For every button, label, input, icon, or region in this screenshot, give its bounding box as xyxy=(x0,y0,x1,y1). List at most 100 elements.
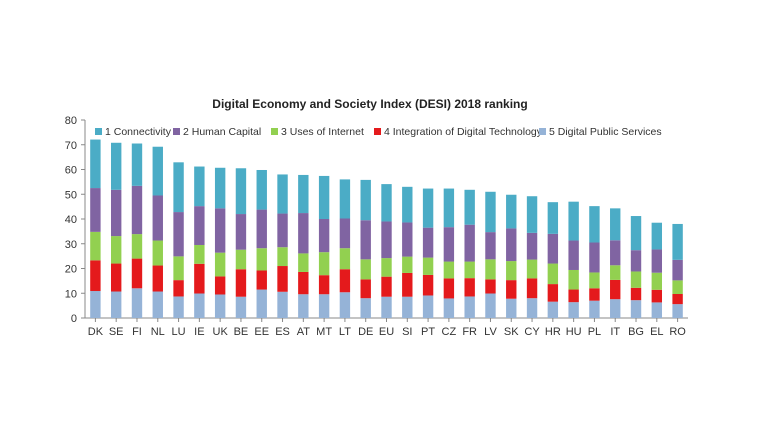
bar-segment-pt-s2 xyxy=(422,274,434,296)
bar-segment-pt-s5 xyxy=(422,188,434,228)
bar-segment-pl-s5 xyxy=(589,206,600,243)
bar-segment-lt-s1 xyxy=(339,292,351,318)
bar-segment-hr-s2 xyxy=(547,284,559,302)
bar-segment-cy-s2 xyxy=(526,278,538,299)
bar-segment-si-s4 xyxy=(402,222,413,257)
bar-segment-eu-s2 xyxy=(381,276,392,297)
bar-segment-lv-s5 xyxy=(485,191,496,233)
bar-segment-dk-s3 xyxy=(90,231,101,261)
bar-segment-mt-s1 xyxy=(318,294,330,318)
bar-segment-si-s1 xyxy=(402,296,413,318)
bar-segment-es-s3 xyxy=(277,247,288,267)
x-tick-label-lt: LT xyxy=(339,326,351,338)
bar-segment-bg-s4 xyxy=(630,250,642,272)
bar-segment-hr-s4 xyxy=(547,233,559,264)
bar-segment-at-s3 xyxy=(298,253,309,272)
legend-swatch-4 xyxy=(374,128,381,135)
bar-segment-nl-s4 xyxy=(152,195,163,241)
x-tick-label-cz: CZ xyxy=(442,326,457,338)
bar-segment-pl-s1 xyxy=(589,300,600,318)
bar-segment-hu-s4 xyxy=(568,240,579,270)
bar-segment-dk-s5 xyxy=(90,139,101,189)
bar-segment-uk-s1 xyxy=(214,294,226,318)
bar-segment-de-s4 xyxy=(360,220,371,260)
bar-segment-hu-s2 xyxy=(568,289,579,303)
bar-segment-dk-s1 xyxy=(90,291,101,318)
bar-segment-pl-s4 xyxy=(589,242,600,273)
bar-segment-se-s3 xyxy=(110,236,122,264)
bar-segment-pt-s3 xyxy=(422,257,434,275)
x-tick-label-lv: LV xyxy=(484,326,497,338)
bar-segment-lu-s3 xyxy=(173,256,184,281)
bar-segment-mt-s2 xyxy=(318,275,330,295)
legend-label-4: 4 Integration of Digital Technology xyxy=(384,126,543,138)
x-tick-label-bg: BG xyxy=(628,326,644,338)
bar-segment-ee-s3 xyxy=(256,248,267,271)
bar-segment-es-s2 xyxy=(277,266,288,292)
bar-segment-mt-s4 xyxy=(318,219,330,253)
bar-segment-lv-s3 xyxy=(485,259,496,280)
bar-segment-hr-s1 xyxy=(547,301,559,318)
bar-segment-si-s5 xyxy=(402,186,413,223)
y-tick-label: 30 xyxy=(65,239,77,251)
bar-segment-ee-s4 xyxy=(256,209,267,249)
bar-segment-el-s4 xyxy=(651,249,663,273)
bar-segment-el-s3 xyxy=(651,272,663,290)
bar-segment-at-s4 xyxy=(298,213,309,254)
bar-segment-pl-s2 xyxy=(589,288,600,301)
bar-segment-se-s5 xyxy=(110,142,122,190)
bar-segment-hr-s3 xyxy=(547,263,559,285)
bar-segment-lu-s1 xyxy=(173,296,184,318)
x-tick-label-es: ES xyxy=(275,326,290,338)
bar-segment-fi-s5 xyxy=(131,143,143,186)
bar-segment-el-s1 xyxy=(651,302,663,318)
bar-segment-nl-s1 xyxy=(152,291,163,318)
x-tick-label-cy: CY xyxy=(524,326,540,338)
bar-segment-fr-s5 xyxy=(464,189,475,225)
bar-segment-de-s2 xyxy=(360,279,371,299)
y-tick-label: 50 xyxy=(65,189,77,201)
bar-segment-lv-s2 xyxy=(485,279,496,294)
bar-segment-it-s4 xyxy=(610,240,621,266)
bar-segment-eu-s4 xyxy=(381,221,392,259)
bar-segment-lt-s5 xyxy=(339,179,351,219)
bar-segment-ie-s2 xyxy=(194,263,205,294)
bar-segment-es-s4 xyxy=(277,213,288,248)
bar-segment-bg-s5 xyxy=(630,216,642,251)
bar-segment-fi-s3 xyxy=(131,234,143,259)
legend-swatch-2 xyxy=(173,128,180,135)
bar-segment-cy-s4 xyxy=(526,232,538,260)
bar-segment-pt-s4 xyxy=(422,227,434,258)
legend-swatch-5 xyxy=(539,128,546,135)
bar-segment-pt-s1 xyxy=(422,295,434,318)
x-tick-label-mt: MT xyxy=(316,326,332,338)
bar-segment-ee-s1 xyxy=(256,289,267,318)
bar-segment-nl-s3 xyxy=(152,240,163,266)
bar-segment-ro-s3 xyxy=(672,280,683,294)
bar-segment-cz-s1 xyxy=(443,298,455,318)
bar-segment-lu-s2 xyxy=(173,280,184,297)
bar-segment-be-s3 xyxy=(235,249,247,270)
bar-segment-it-s5 xyxy=(610,208,621,241)
bar-segment-bg-s1 xyxy=(630,300,642,318)
bar-segment-lu-s5 xyxy=(173,162,184,213)
bar-segment-be-s4 xyxy=(235,214,247,250)
x-tick-label-hr: HR xyxy=(545,326,561,338)
bar-segment-fi-s4 xyxy=(131,185,143,235)
bar-segment-ro-s5 xyxy=(672,223,683,260)
x-tick-label-pt: PT xyxy=(421,326,435,338)
bar-segment-it-s3 xyxy=(610,265,621,280)
bar-segment-ro-s2 xyxy=(672,293,683,305)
bar-segment-lv-s1 xyxy=(485,293,496,318)
bar-segment-es-s5 xyxy=(277,174,288,214)
bar-segment-cz-s4 xyxy=(443,227,455,262)
y-tick-label: 70 xyxy=(65,140,77,152)
bar-segment-se-s4 xyxy=(110,189,122,237)
x-tick-label-sk: SK xyxy=(504,326,519,338)
y-tick-label: 10 xyxy=(65,288,77,300)
bar-segment-el-s5 xyxy=(651,222,663,250)
bar-segment-hu-s1 xyxy=(568,302,579,318)
bar-segment-ee-s2 xyxy=(256,270,267,290)
x-tick-label-at: AT xyxy=(297,326,311,338)
bar-segment-be-s2 xyxy=(235,269,247,297)
